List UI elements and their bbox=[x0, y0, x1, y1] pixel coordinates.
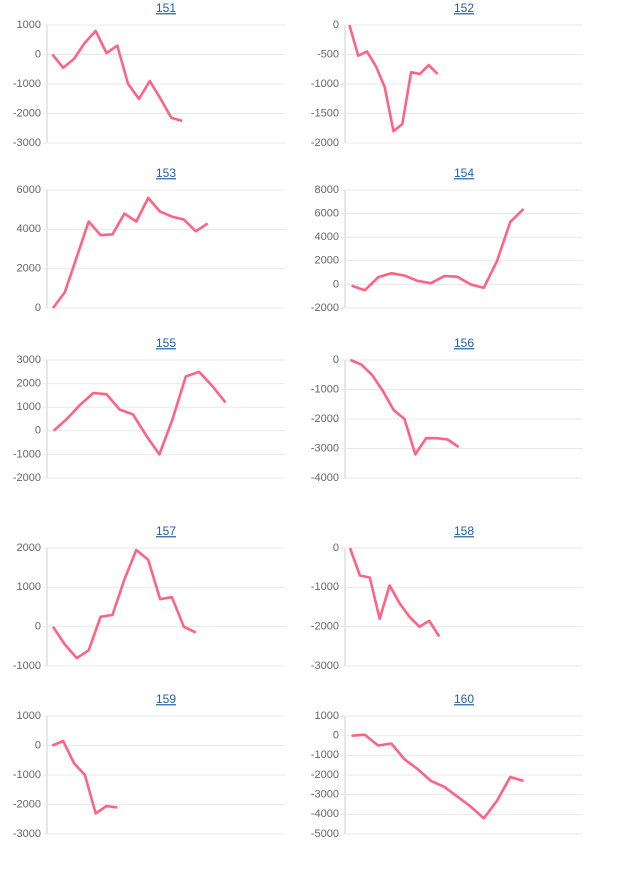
data-line bbox=[348, 547, 441, 638]
chart-title[interactable]: 156 bbox=[454, 336, 474, 350]
y-tick-label: -2000 bbox=[311, 769, 339, 781]
data-line bbox=[51, 548, 197, 660]
chart-title[interactable]: 153 bbox=[156, 166, 176, 180]
y-tick-label: 2000 bbox=[17, 378, 41, 390]
y-tick-label: 0 bbox=[35, 739, 41, 751]
y-tick-label: -2000 bbox=[13, 798, 41, 810]
data-line bbox=[51, 29, 183, 123]
y-tick-label: 8000 bbox=[315, 184, 339, 196]
data-line bbox=[51, 739, 118, 815]
y-tick-label: 4000 bbox=[17, 223, 41, 235]
y-tick-label: -3000 bbox=[311, 660, 339, 672]
y-tick-label: -2000 bbox=[13, 472, 41, 484]
y-tick-label: -2000 bbox=[311, 302, 339, 314]
chart-title[interactable]: 154 bbox=[454, 166, 474, 180]
chart-title[interactable]: 151 bbox=[156, 1, 176, 15]
y-tick-label: -1000 bbox=[13, 78, 41, 90]
y-tick-label: 0 bbox=[35, 425, 41, 437]
y-tick-label: -5000 bbox=[311, 828, 339, 840]
y-tick-label: 1000 bbox=[17, 581, 41, 593]
data-line bbox=[51, 196, 209, 309]
y-tick-label: -3000 bbox=[13, 137, 41, 149]
data-line bbox=[349, 358, 460, 456]
y-tick-label: 4000 bbox=[315, 231, 339, 243]
y-tick-label: 6000 bbox=[315, 208, 339, 220]
chart-title[interactable]: 152 bbox=[454, 1, 474, 15]
chart-title[interactable]: 160 bbox=[454, 692, 474, 706]
y-tick-label: 0 bbox=[333, 730, 339, 742]
y-tick-label: 1000 bbox=[17, 710, 41, 722]
y-tick-label: -3000 bbox=[311, 789, 339, 801]
y-tick-label: 1000 bbox=[315, 710, 339, 722]
data-line bbox=[348, 24, 439, 133]
chart-title[interactable]: 157 bbox=[156, 524, 176, 538]
y-tick-label: 0 bbox=[35, 48, 41, 60]
y-tick-label: 0 bbox=[333, 354, 339, 366]
y-tick-label: 0 bbox=[333, 278, 339, 290]
y-tick-label: 6000 bbox=[17, 184, 41, 196]
y-tick-label: -3000 bbox=[311, 442, 339, 454]
y-tick-label: -4000 bbox=[311, 472, 339, 484]
y-tick-label: 2000 bbox=[315, 255, 339, 267]
y-tick-label: -1000 bbox=[311, 383, 339, 395]
y-tick-label: -2000 bbox=[311, 413, 339, 425]
y-tick-label: -3000 bbox=[13, 828, 41, 840]
y-tick-label: 0 bbox=[333, 542, 339, 554]
y-tick-label: 0 bbox=[333, 19, 339, 31]
y-tick-label: -2000 bbox=[311, 621, 339, 633]
data-line bbox=[351, 207, 525, 292]
data-line bbox=[52, 370, 227, 456]
y-tick-label: -1000 bbox=[13, 660, 41, 672]
y-tick-label: -1000 bbox=[13, 769, 41, 781]
y-tick-label: -2000 bbox=[311, 137, 339, 149]
chart-title[interactable]: 155 bbox=[156, 336, 176, 350]
y-tick-label: 3000 bbox=[17, 354, 41, 366]
y-tick-label: -500 bbox=[317, 48, 339, 60]
y-tick-label: -1000 bbox=[311, 749, 339, 761]
y-tick-label: 0 bbox=[35, 621, 41, 633]
chart-title[interactable]: 159 bbox=[156, 692, 176, 706]
y-tick-label: 2000 bbox=[17, 263, 41, 275]
y-tick-label: -1000 bbox=[311, 78, 339, 90]
chart-title[interactable]: 158 bbox=[454, 524, 474, 538]
data-line bbox=[351, 733, 524, 820]
y-tick-label: -1500 bbox=[311, 107, 339, 119]
y-tick-label: -1000 bbox=[13, 448, 41, 460]
y-tick-label: -1000 bbox=[311, 581, 339, 593]
y-tick-label: -4000 bbox=[311, 808, 339, 820]
y-tick-label: 2000 bbox=[17, 542, 41, 554]
y-tick-label: 0 bbox=[35, 302, 41, 314]
y-tick-label: 1000 bbox=[17, 401, 41, 413]
y-tick-label: 1000 bbox=[17, 19, 41, 31]
y-tick-label: -2000 bbox=[13, 107, 41, 119]
